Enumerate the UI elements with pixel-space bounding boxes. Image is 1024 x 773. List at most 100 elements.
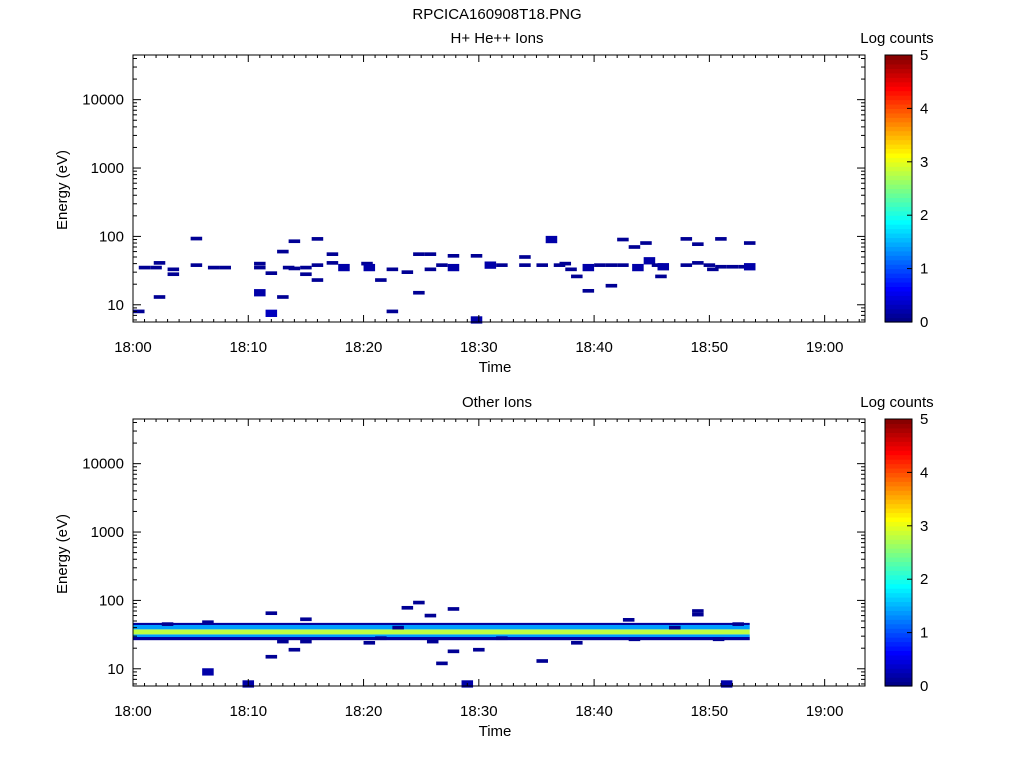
plot-frame [132,54,866,323]
x-tick-label: 18:50 [691,703,729,720]
colorbar-segment [885,610,912,616]
heatmap-cell [363,263,376,272]
colorbar-segment [885,454,912,460]
colorbar-segment [885,641,912,647]
colorbar-segment [885,467,912,473]
colorbar-segment [885,423,912,429]
heatmap-cell [202,668,214,676]
colorbar-segment [885,206,912,212]
colorbar-segment [885,472,912,478]
heatmap-cell [582,288,595,293]
colorbar-segment [885,592,912,598]
colorbar-segment [885,619,912,625]
x-tick-label: 18:00 [114,703,152,720]
colorbar-segment [885,534,912,540]
heatmap-cell [617,237,629,242]
colorbar-segment [885,166,912,172]
colorbar-segment [885,192,912,198]
heatmap-cell [254,261,266,266]
heatmap-cell [712,637,725,642]
heatmap-cell [413,290,425,295]
colorbar-segment [885,277,912,283]
y-axis-label: Energy (eV) [54,150,71,230]
panel-title: Other Ions [462,394,532,411]
colorbar-segment [885,650,912,656]
y-tick-label: 100 [99,592,124,609]
colorbar-segment [885,548,912,554]
colorbar-segment [885,503,912,509]
colorbar-segment [885,170,912,176]
y-axis-label: Energy (eV) [54,514,71,594]
heatmap-cell [202,620,214,625]
heatmap-cell [447,263,460,272]
heatmap-cell [288,239,301,244]
heatmap-cell [632,263,644,272]
heatmap-band [133,622,750,625]
x-tick-label: 19:00 [806,339,844,356]
x-axis-label: Time [479,359,512,376]
colorbar-segment [885,317,912,323]
heatmap-cell [254,265,266,270]
heatmap-cell [545,235,558,244]
heatmap-cell [743,241,756,245]
colorbar-segment [885,628,912,634]
colorbar-segment [885,108,912,114]
heatmap-cell [470,253,483,258]
colorbar-segment [885,55,912,61]
x-tick-label: 18:40 [575,703,613,720]
colorbar-segment [885,179,912,185]
colorbar-segment [885,112,912,118]
colorbar-segment [885,313,912,319]
colorbar-tick-label: 5 [920,47,928,64]
colorbar-segment [885,99,912,105]
heatmap-cell [496,636,508,641]
heatmap-cell [715,237,727,241]
heatmap-cell [743,263,756,271]
colorbar-label: Log counts [860,30,933,47]
heatmap-cell [167,272,180,277]
colorbar-segment [885,659,912,665]
colorbar-segment [885,668,912,674]
heatmap-cell [424,613,437,618]
colorbar-segment [885,579,912,585]
heatmap-cell [277,639,289,644]
heatmap-cell [190,263,203,267]
heatmap-cell [300,272,312,277]
heatmap-cell [363,640,376,645]
colorbar-tick-label: 0 [920,314,928,331]
colorbar-segment [885,135,912,141]
heatmap-cell [565,267,577,272]
heatmap-cell [657,263,670,271]
colorbar-segment [885,233,912,239]
colorbar-segment [885,81,912,87]
heatmap-cell [436,263,448,267]
heatmap-cell [300,617,312,622]
colorbar-segment [885,95,912,101]
colorbar-segment [885,161,912,167]
x-tick-label: 19:00 [806,703,844,720]
colorbar-segment [885,139,912,145]
y-tick-label: 10 [107,297,124,314]
heatmap-cell [386,309,399,314]
colorbar-segment [885,304,912,310]
heatmap-cell [594,263,606,267]
colorbar-segment [885,59,912,65]
heatmap-cell [628,637,641,642]
heatmap-cell [424,252,437,256]
heatmap-cell [707,267,719,272]
x-tick-label: 18:20 [345,703,383,720]
heatmap-cell [153,295,166,299]
colorbar-segment [885,308,912,314]
colorbar-segment [885,144,912,150]
colorbar-segment [885,68,912,74]
heatmap-cell [426,639,439,644]
heatmap-cell [326,252,339,256]
colorbar-segment [885,614,912,620]
heatmap-cell [447,607,460,611]
colorbar-segment [885,432,912,438]
heatmap-cell [265,309,278,317]
colorbar-segment [885,565,912,571]
colorbar-tick-label: 5 [920,411,928,428]
colorbar-segment [885,441,912,447]
panel-h-he-ions: 18:00 18:10 18:20 18:30 18:40 18:50 19:0010100… [54,30,934,376]
